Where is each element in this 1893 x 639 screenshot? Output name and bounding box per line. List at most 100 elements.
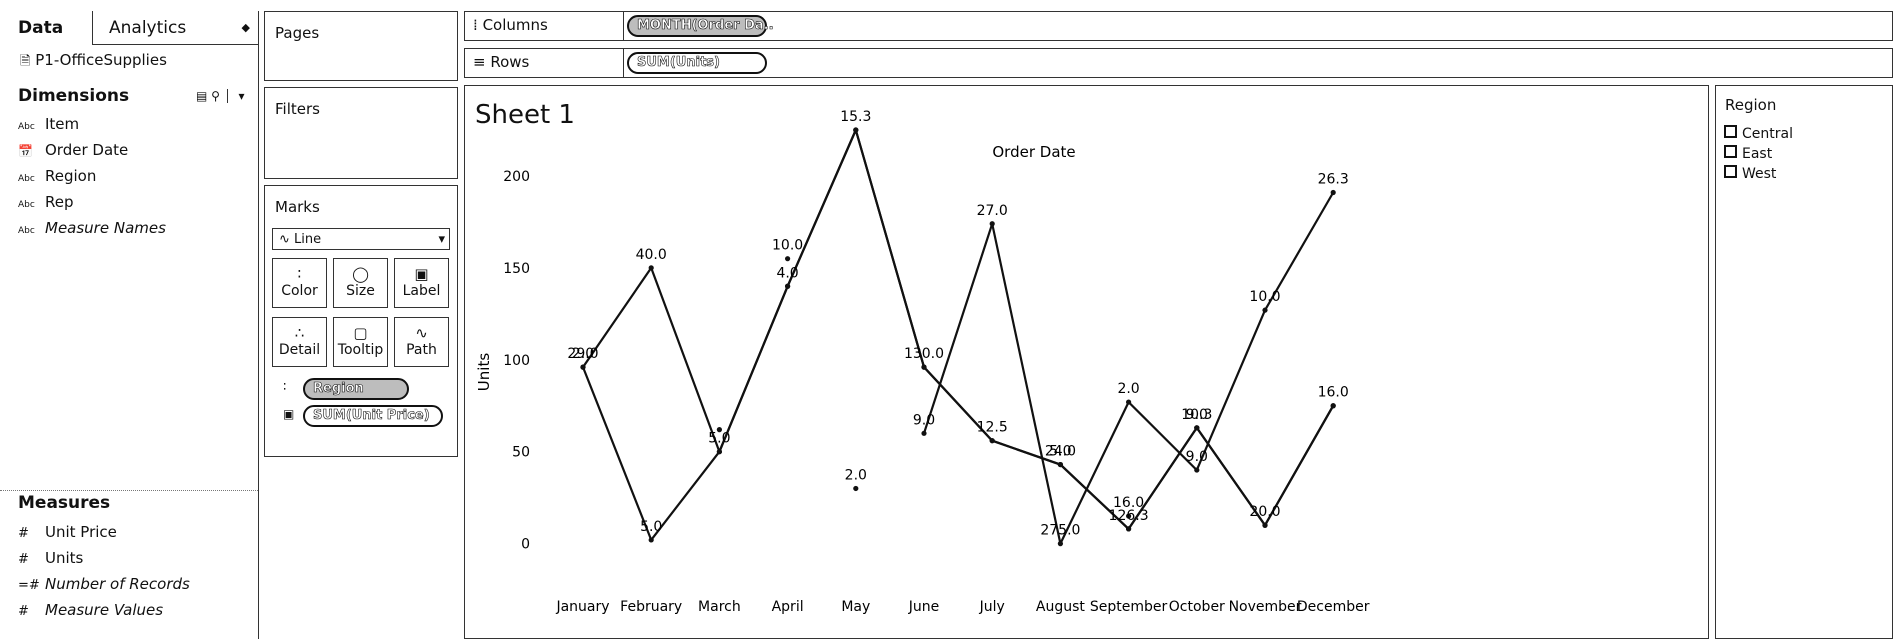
data-label: 9.0 bbox=[913, 412, 935, 428]
legend-item-west[interactable]: West bbox=[1724, 164, 1793, 184]
data-label: 10.0 bbox=[1249, 289, 1280, 305]
data-label: 10.0 bbox=[772, 238, 803, 254]
field-units[interactable]: # Units bbox=[18, 546, 83, 570]
field-order-date[interactable]: 📅 Order Date bbox=[18, 138, 128, 162]
string-type-icon: Abc bbox=[18, 226, 35, 236]
data-label: 15.3 bbox=[840, 109, 871, 125]
data-label: 26.3 bbox=[1318, 172, 1349, 188]
tab-data[interactable]: Data bbox=[18, 18, 64, 38]
shelf-divider bbox=[623, 12, 624, 40]
number-type-icon: # bbox=[18, 526, 29, 541]
path-button[interactable]: ∿ Path bbox=[394, 317, 449, 367]
mark-type-label: Line bbox=[294, 232, 322, 247]
label-button-label: Label bbox=[402, 283, 441, 299]
datasource-item[interactable]: 🗎 P1-OfficeSupplies bbox=[20, 51, 167, 74]
legend-item-east[interactable]: East bbox=[1724, 144, 1793, 164]
toolbar-divider bbox=[226, 89, 232, 103]
tooltip-button-label: Tooltip bbox=[337, 342, 384, 358]
legend-panel: Region Central East West bbox=[1715, 85, 1893, 639]
view-options-icon[interactable]: ▤ bbox=[196, 89, 208, 103]
data-label: 16.0 bbox=[1318, 385, 1349, 401]
label-encoding-icon: ▣ bbox=[283, 407, 295, 421]
data-label: 5.0 bbox=[708, 431, 730, 447]
rows-shelf[interactable]: ≡ Rows SUM(Units) bbox=[464, 48, 1893, 78]
color-button-label: Color bbox=[281, 283, 318, 299]
sum-units-pill[interactable]: SUM(Units) bbox=[627, 52, 767, 74]
field-label: Rep bbox=[45, 193, 74, 211]
calc-number-type-icon: =# bbox=[18, 578, 40, 593]
data-point bbox=[648, 265, 654, 271]
tab-analytics[interactable]: Analytics ◆ bbox=[92, 11, 258, 45]
shelf-divider bbox=[623, 49, 624, 77]
string-type-icon: Abc bbox=[18, 122, 35, 132]
x-tick-label: September bbox=[1090, 599, 1168, 615]
detail-button[interactable]: ∴ Detail bbox=[272, 317, 327, 367]
y-axis-ticks: 0 50 100 150 200 bbox=[503, 169, 530, 553]
color-icon: ∶ bbox=[297, 265, 302, 283]
data-point bbox=[716, 449, 722, 455]
data-label: 275.0 bbox=[1040, 523, 1080, 539]
series-lines bbox=[581, 128, 1335, 545]
dimensions-header: Dimensions bbox=[18, 86, 130, 106]
x-tick-label: March bbox=[698, 599, 741, 615]
y-tick-label: 0 bbox=[521, 537, 530, 553]
datasource-icon: 🗎 bbox=[20, 54, 31, 69]
legend-swatch bbox=[1724, 145, 1737, 158]
dimensions-toolbar: ▤ ⚲ ▾ bbox=[196, 89, 244, 103]
columns-shelf[interactable]: ⁞ Columns MONTH(Order Da.. bbox=[464, 11, 1893, 41]
x-tick-label: April bbox=[772, 599, 804, 615]
line-mark-icon: ∿ bbox=[279, 232, 290, 247]
field-label: Item bbox=[45, 115, 80, 133]
mark-type-dropdown[interactable]: ∿ Line ▾ bbox=[272, 228, 450, 250]
x-tick-label: October bbox=[1169, 599, 1225, 615]
view-area bbox=[464, 85, 1709, 639]
tab-analytics-arrow-icon: ◆ bbox=[241, 21, 250, 34]
data-point bbox=[1126, 526, 1132, 532]
field-measure-names[interactable]: Abc Measure Names bbox=[18, 216, 166, 240]
field-item[interactable]: Abc Item bbox=[18, 112, 79, 136]
x-tick-label: May bbox=[841, 599, 870, 615]
field-measure-values[interactable]: # Measure Values bbox=[18, 598, 163, 622]
chevron-down-icon[interactable]: ▾ bbox=[238, 89, 245, 103]
number-type-icon: # bbox=[18, 552, 29, 567]
filters-card[interactable]: Filters bbox=[264, 87, 458, 179]
data-pane: Data Analytics ◆ 🗎 P1-OfficeSupplies Dim… bbox=[0, 11, 259, 639]
number-type-icon: # bbox=[18, 604, 29, 619]
data-point bbox=[989, 221, 995, 227]
y-tick-label: 50 bbox=[512, 445, 530, 461]
unit-price-label-pill[interactable]: SUM(Unit Price) bbox=[303, 405, 443, 427]
legend-item-central[interactable]: Central bbox=[1724, 124, 1793, 144]
size-button[interactable]: ◯ Size bbox=[333, 258, 388, 308]
legend-label: West bbox=[1742, 166, 1777, 182]
tooltip-button[interactable]: ▢ Tooltip bbox=[333, 317, 388, 367]
detail-icon: ∴ bbox=[294, 324, 305, 342]
field-number-of-records[interactable]: =# Number of Records bbox=[18, 572, 190, 596]
data-labels: 29.0 5.0 5.0 4.0 15.3 130.0 12.5 5.0 126.3 10.3 20… bbox=[567, 109, 1348, 539]
data-point bbox=[648, 537, 654, 543]
field-region[interactable]: Abc Region bbox=[18, 164, 96, 188]
data-point bbox=[580, 364, 586, 370]
label-button[interactable]: ▣ Label bbox=[394, 258, 449, 308]
chart-title: Order Date bbox=[992, 143, 1075, 161]
data-label: 2.0 bbox=[1117, 381, 1139, 397]
pages-card[interactable]: Pages bbox=[264, 11, 458, 81]
data-label: 20.0 bbox=[1249, 504, 1280, 520]
x-tick-label: July bbox=[979, 599, 1005, 615]
data-point bbox=[853, 127, 859, 133]
month-order-date-pill[interactable]: MONTH(Order Da.. bbox=[627, 15, 774, 37]
color-button[interactable]: ∶ Color bbox=[272, 258, 327, 308]
search-icon[interactable]: ⚲ bbox=[211, 89, 220, 103]
legend-items: Central East West bbox=[1724, 124, 1793, 184]
region-color-pill[interactable]: Region bbox=[303, 378, 409, 400]
data-point bbox=[1330, 189, 1336, 196]
data-label: 9.0 bbox=[1186, 449, 1208, 465]
y-tick-label: 150 bbox=[503, 261, 530, 277]
x-tick-label: June bbox=[908, 599, 940, 615]
x-tick-label: January bbox=[555, 599, 609, 615]
field-rep[interactable]: Abc Rep bbox=[18, 190, 74, 214]
field-unit-price[interactable]: # Unit Price bbox=[18, 520, 117, 544]
filters-card-title: Filters bbox=[275, 100, 320, 118]
size-button-label: Size bbox=[346, 283, 375, 299]
data-point bbox=[716, 427, 722, 433]
data-point bbox=[1262, 522, 1268, 528]
